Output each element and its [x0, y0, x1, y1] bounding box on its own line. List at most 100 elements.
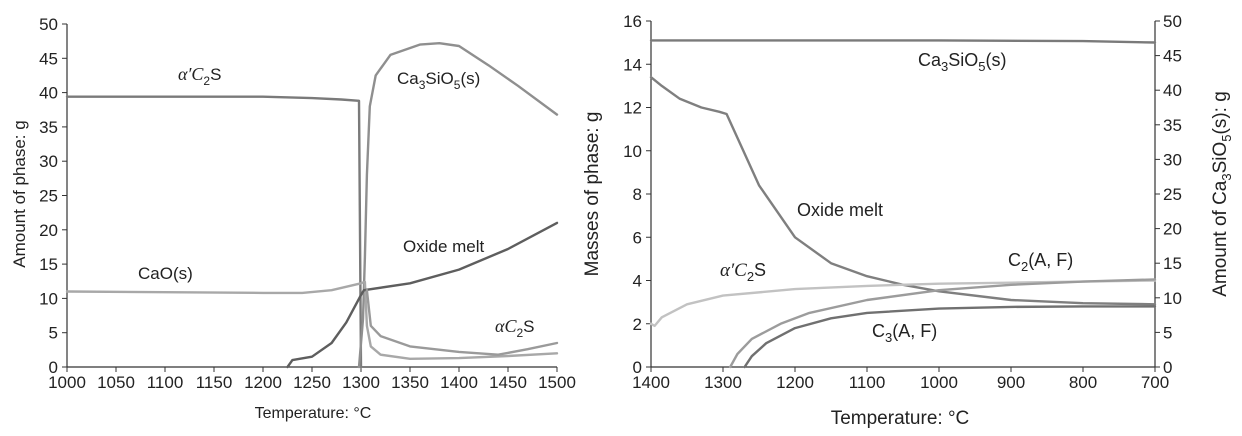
right-label-c2af: C2(A, F) [1008, 250, 1073, 274]
right-label-ca3sio5: Ca3SiO5(s) [918, 50, 1007, 74]
right-label-alpha-prime-c2s: α′C2S [720, 260, 766, 284]
left-x-ticks: 1000 1050 1100 1150 1200 1250 1300 1350 1400 1450… [48, 367, 576, 392]
left-label-ca3sio5-b: SiO [425, 69, 453, 88]
right-y2-tick-label: 45 [1163, 47, 1182, 66]
right-y-tick-label: 8 [633, 185, 642, 204]
left-x-tick-label: 1000 [48, 373, 86, 392]
left-label-alpha-c2s-tail: S [523, 317, 534, 336]
right-y-tick-label: 0 [633, 358, 642, 377]
right-label-ca3sio5-b: SiO [948, 50, 978, 70]
right-label-ca3sio5-sub2: 5 [978, 59, 985, 74]
left-x-tick-label: 1350 [391, 373, 429, 392]
right-y-tick-label: 6 [633, 228, 642, 247]
left-y-tick-label: 40 [39, 84, 58, 103]
left-plot-frame [66, 24, 557, 368]
right-x-ticks: 1400 1300 1200 1100 1000 900 800 700 [632, 367, 1169, 392]
right-y2-title-sub2: 5 [1219, 134, 1234, 141]
right-y2-title-sub1: 3 [1219, 173, 1234, 180]
left-label-alpha-prime-c2s-main: α′C [178, 64, 204, 84]
right-y2-tick-label: 50 [1163, 12, 1182, 31]
right-y2-title-a: Amount of Ca [1210, 180, 1231, 297]
right-label-c2af-sub: 2 [1021, 259, 1028, 274]
left-y-tick-label: 5 [49, 324, 58, 343]
left-x-tick-label: 1100 [147, 373, 184, 392]
right-y-tick-label: 12 [623, 99, 642, 118]
left-y-tick-label: 45 [39, 49, 58, 68]
right-y-ticks: 0 2 4 6 8 10 12 14 16 [623, 12, 651, 377]
right-label-ca3sio5-sub1: 3 [941, 59, 948, 74]
right-y2-axis-title: Amount of Ca3SiO5(s): g [1210, 91, 1234, 297]
left-label-oxide-melt: Oxide melt [403, 237, 485, 256]
right-y2-tick-label: 10 [1163, 289, 1182, 308]
right-plot-frame [650, 21, 1156, 368]
left-label-ca3sio5-sub1: 3 [419, 78, 426, 92]
left-x-axis-title: Temperature: °C [255, 405, 372, 422]
left-label-alpha-c2s-main: αC [495, 316, 517, 336]
right-x-axis-title: Temperature: °C [831, 408, 970, 429]
right-y-tick-label: 14 [623, 55, 642, 74]
left-series-cao-s [65, 280, 559, 360]
left-label-ca3sio5-a: Ca [397, 69, 419, 88]
right-y-tick-label: 16 [623, 12, 642, 31]
left-label-ca3sio5: Ca3SiO5(s) [397, 69, 480, 92]
right-label-c3af-b: (A, F) [892, 321, 937, 341]
left-y-tick-label: 30 [39, 152, 58, 171]
left-chart: 1000 1050 1100 1150 1200 1250 1300 1350 1400 1450… [10, 15, 576, 422]
right-x-tick-label: 1100 [849, 373, 886, 392]
right-y2-tick-label: 0 [1163, 358, 1172, 377]
right-chart: 1400 1300 1200 1100 1000 900 800 700 0 2 4 6 8 10 12 1… [582, 12, 1234, 429]
left-y-tick-label: 50 [39, 15, 58, 34]
right-x-tick-label: 1200 [776, 373, 814, 392]
right-label-c3af-a: C [872, 321, 885, 341]
right-y2-tick-label: 5 [1163, 323, 1172, 342]
right-series-c3-a-f [743, 305, 1157, 369]
right-x-tick-label: 1400 [632, 373, 670, 392]
right-x-tick-label: 1300 [704, 373, 742, 392]
left-y-tick-label: 15 [39, 255, 58, 274]
left-series-lines [65, 42, 559, 369]
right-y2-tick-label: 20 [1163, 220, 1182, 239]
right-label-alpha-prime-c2s-sub: 2 [747, 269, 754, 284]
right-label-c3af-sub: 3 [885, 330, 892, 345]
right-label-c2af-a: C [1008, 250, 1021, 270]
right-y2-tick-label: 30 [1163, 150, 1182, 169]
left-series-ca3sio5-s [357, 42, 559, 369]
left-label-ca3sio5-sub2: 5 [454, 78, 461, 92]
left-y-tick-label: 0 [49, 358, 58, 377]
right-y2-tick-label: 15 [1163, 254, 1182, 273]
left-y-tick-label: 10 [39, 289, 58, 308]
right-label-c3af: C3(A, F) [872, 321, 937, 345]
left-x-tick-label: 1450 [489, 373, 527, 392]
left-x-tick-label: 1300 [342, 373, 380, 392]
left-label-alpha-prime-c2s-sub: 2 [203, 74, 210, 88]
left-y-tick-label: 35 [39, 118, 58, 137]
left-y-tick-label: 20 [39, 221, 58, 240]
right-label-oxide-melt: Oxide melt [797, 200, 883, 220]
left-x-tick-label: 1150 [196, 373, 233, 392]
right-label-c2af-b: (A, F) [1028, 250, 1073, 270]
right-x-tick-label: 800 [1069, 373, 1097, 392]
left-y-ticks: 0 5 10 15 20 25 30 35 40 45 50 [39, 15, 67, 377]
right-y2-tick-label: 25 [1163, 185, 1182, 204]
right-series-oxide-melt [649, 76, 1157, 306]
right-label-ca3sio5-a: Ca [918, 50, 942, 70]
right-series-lines [649, 39, 1157, 369]
left-series-oxide-melt [286, 221, 559, 369]
right-label-alpha-prime-c2s-tail: S [754, 260, 766, 280]
left-label-ca3sio5-c: (s) [460, 69, 480, 88]
right-x-tick-label: 1000 [920, 373, 958, 392]
left-label-alpha-c2s: αC2S [495, 316, 535, 340]
left-label-alpha-prime-c2s-tail: S [210, 65, 221, 84]
right-label-ca3sio5-c: (s) [986, 50, 1007, 70]
left-series-alpha-prime-c2s [65, 95, 363, 369]
right-series-c2-a-f [729, 278, 1157, 369]
right-y2-title-b: SiO [1210, 142, 1231, 174]
left-x-tick-label: 1200 [244, 373, 282, 392]
right-series-ca3sio5-s [649, 39, 1157, 44]
right-y-tick-label: 2 [633, 315, 642, 334]
left-x-tick-label: 1400 [440, 373, 478, 392]
right-y2-tick-label: 35 [1163, 116, 1182, 135]
right-y2-tick-label: 40 [1163, 81, 1182, 100]
right-x-tick-label: 900 [997, 373, 1025, 392]
